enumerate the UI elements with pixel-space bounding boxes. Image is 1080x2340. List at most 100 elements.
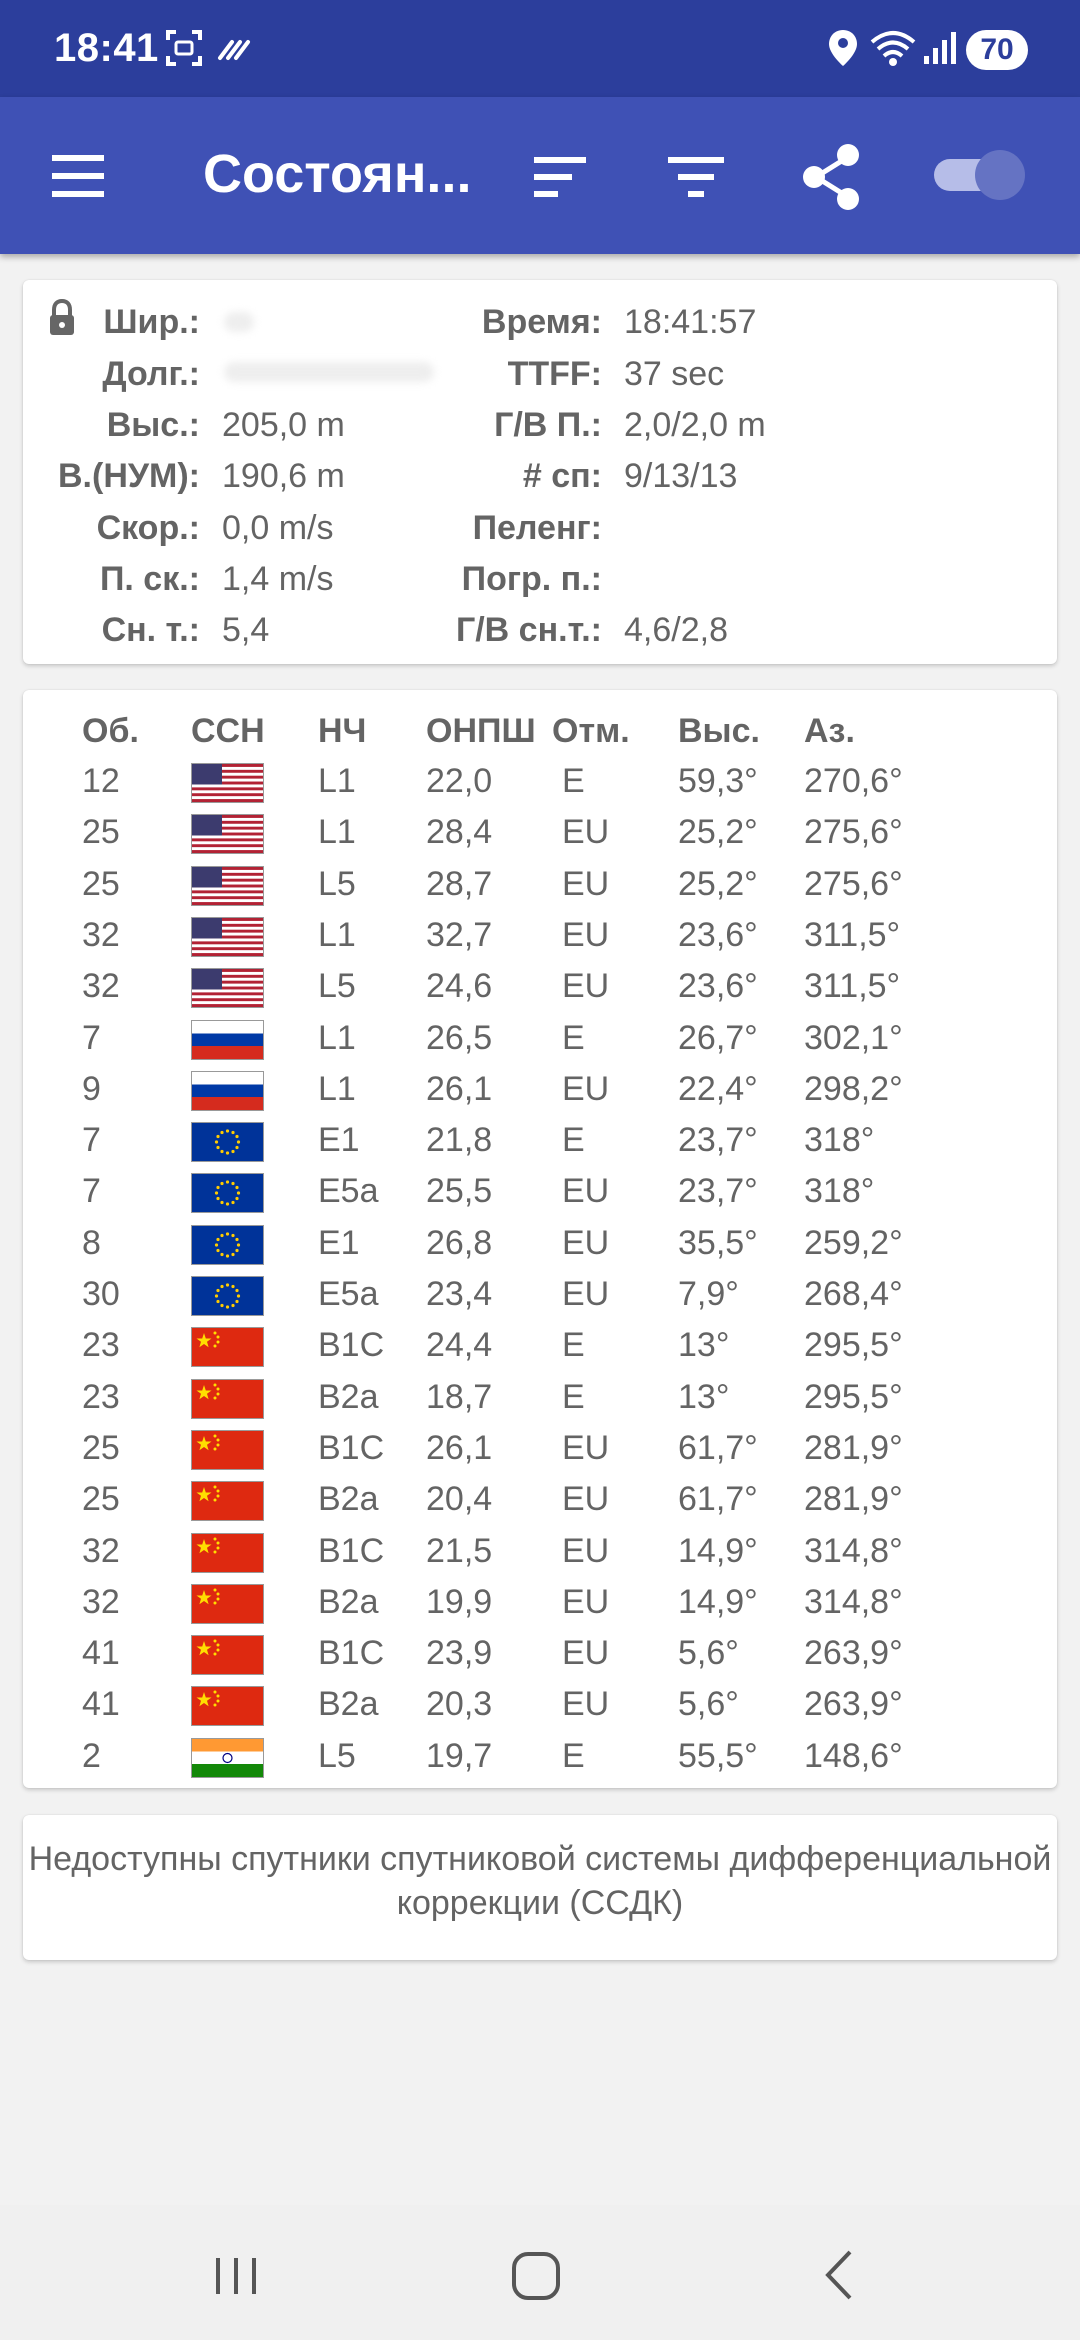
- azimuth-value: 263,9°: [804, 1634, 903, 1673]
- header-gnss: ССН: [191, 712, 265, 750]
- sat-id: 41: [82, 1634, 120, 1673]
- carrier-frequency: E1: [318, 1121, 360, 1160]
- elevation-value: 23,6°: [678, 915, 758, 954]
- sat-id: 7: [82, 1121, 101, 1160]
- speed-accuracy-label: П. ск.:: [99, 560, 200, 598]
- flags-value: EU: [562, 967, 610, 1006]
- app-bar: Состоян...: [0, 97, 1080, 254]
- status-time: 18:41: [54, 26, 159, 70]
- cn0-value: 18,7: [426, 1377, 493, 1416]
- carrier-frequency: L1: [318, 762, 356, 800]
- us-flag-icon: [191, 814, 264, 855]
- sat-id: 25: [82, 864, 120, 903]
- elevation-value: 59,3°: [678, 762, 758, 800]
- sat-id: 8: [82, 1223, 101, 1262]
- flags-value: EU: [562, 1582, 610, 1621]
- cn0-value: 26,8: [426, 1223, 493, 1262]
- header-cf: НЧ: [318, 712, 367, 750]
- sort-icon[interactable]: [520, 137, 600, 217]
- ttff-value: 37 sec: [624, 355, 725, 393]
- longitude-label: Долг.:: [102, 355, 200, 393]
- russia-flag-icon: [191, 1070, 264, 1111]
- elevation-value: 14,9°: [678, 1531, 758, 1570]
- speed-value: 0,0 m/s: [222, 509, 334, 547]
- tracking-toggle[interactable]: [934, 147, 1028, 203]
- carrier-frequency: B2a: [318, 1480, 379, 1519]
- elevation-value: 14,9°: [678, 1582, 758, 1621]
- eu-flag-icon: [191, 1173, 264, 1214]
- elevation-value: 23,7°: [678, 1172, 758, 1211]
- azimuth-value: 263,9°: [804, 1685, 903, 1724]
- carrier-frequency: L5: [318, 1736, 356, 1775]
- page-title: Состоян...: [203, 144, 472, 204]
- sat-id: 25: [82, 1428, 120, 1467]
- elevation-value: 5,6°: [678, 1634, 739, 1673]
- share-icon[interactable]: [792, 137, 872, 217]
- back-icon[interactable]: [800, 2240, 880, 2310]
- china-flag-icon: [191, 1327, 264, 1368]
- azimuth-value: 318°: [804, 1172, 875, 1211]
- menu-icon[interactable]: [38, 141, 118, 211]
- elevation-value: 26,7°: [678, 1018, 758, 1057]
- flags-value: EU: [562, 1634, 610, 1673]
- header-azimuth: Аз.: [804, 712, 855, 750]
- cn0-value: 24,6: [426, 967, 493, 1006]
- carrier-frequency: L1: [318, 915, 356, 954]
- wifi-icon: [870, 31, 916, 66]
- elevation-value: 25,2°: [678, 813, 758, 852]
- eu-flag-icon: [191, 1224, 264, 1265]
- elevation-value: 13°: [678, 1326, 730, 1365]
- sat-id: 25: [82, 813, 120, 852]
- flags-value: EU: [562, 1685, 610, 1724]
- cn0-value: 20,3: [426, 1685, 493, 1724]
- flags-value: EU: [562, 1223, 610, 1262]
- azimuth-value: 295,5°: [804, 1326, 903, 1365]
- carrier-frequency: E5a: [318, 1275, 379, 1313]
- screenshot-icon: [166, 30, 202, 66]
- bearing-label: Пеленг:: [472, 509, 602, 547]
- cn0-value: 23,4: [426, 1275, 493, 1313]
- filter-icon[interactable]: [656, 137, 736, 217]
- home-icon[interactable]: [496, 2240, 576, 2310]
- sat-id: 25: [82, 1480, 120, 1519]
- azimuth-value: 302,1°: [804, 1018, 903, 1057]
- sat-id: 32: [82, 915, 120, 954]
- us-flag-icon: [191, 916, 264, 957]
- signal-icon: [924, 32, 956, 64]
- china-flag-icon: [191, 1686, 264, 1727]
- carrier-frequency: L1: [318, 813, 356, 852]
- cn0-value: 19,7: [426, 1736, 493, 1775]
- eu-flag-icon: [191, 1276, 264, 1316]
- sat-id: 32: [82, 967, 120, 1006]
- china-flag-icon: [191, 1532, 264, 1573]
- carrier-frequency: B2a: [318, 1685, 379, 1724]
- flags-value: E: [562, 1018, 585, 1057]
- carrier-frequency: B1C: [318, 1531, 385, 1570]
- bearing-accuracy-label: Погр. п.:: [461, 560, 602, 598]
- recent-apps-icon[interactable]: [196, 2240, 276, 2310]
- speed-label: Скор.:: [96, 509, 200, 547]
- sat-id: 41: [82, 1685, 120, 1724]
- flags-value: E: [562, 1377, 585, 1416]
- cn0-value: 28,4: [426, 813, 493, 852]
- elevation-value: 25,2°: [678, 864, 758, 903]
- carrier-frequency: B2a: [318, 1582, 379, 1621]
- azimuth-value: 275,6°: [804, 813, 903, 852]
- hv-dop-value: 4,6/2,8: [624, 611, 728, 649]
- hv-dop-label: Г/В сн.т.:: [455, 611, 602, 649]
- carrier-frequency: B1C: [318, 1634, 385, 1673]
- azimuth-value: 281,9°: [804, 1480, 903, 1519]
- flags-value: EU: [562, 864, 610, 903]
- flags-value: EU: [562, 915, 610, 954]
- elevation-value: 23,7°: [678, 1121, 758, 1160]
- sbas-message: Недоступны спутники спутниковой системы …: [28, 1840, 1052, 1922]
- azimuth-value: 270,6°: [804, 762, 903, 800]
- azimuth-value: 259,2°: [804, 1223, 903, 1262]
- navigation-bar: [0, 2205, 1080, 2340]
- sat-id: 7: [82, 1018, 101, 1057]
- us-flag-icon: [191, 968, 264, 1009]
- flags-value: E: [562, 1326, 585, 1365]
- azimuth-value: 311,5°: [804, 915, 901, 954]
- carrier-frequency: E5a: [318, 1172, 379, 1211]
- cn0-value: 32,7: [426, 915, 493, 954]
